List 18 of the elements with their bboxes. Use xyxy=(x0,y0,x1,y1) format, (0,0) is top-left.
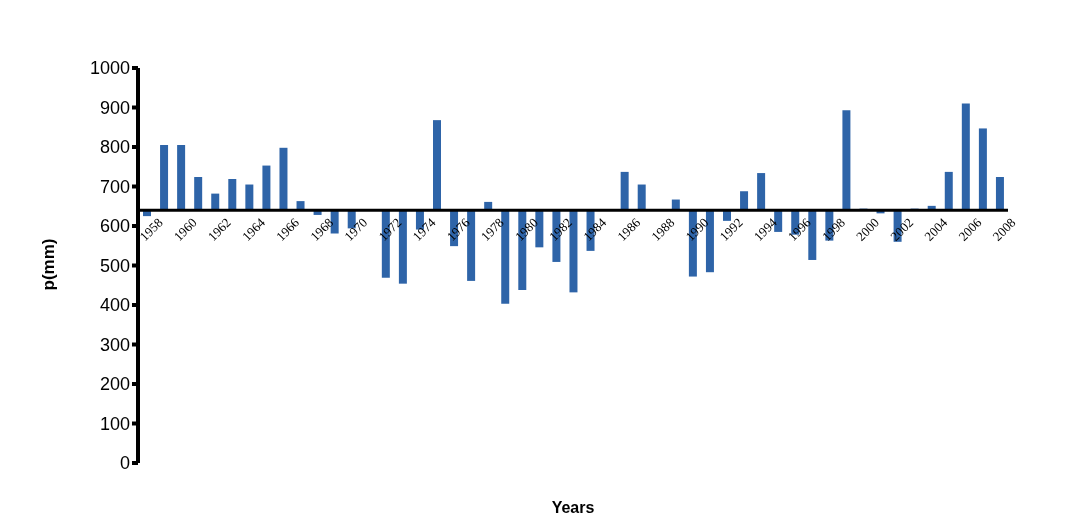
x-tick-label: 1978 xyxy=(477,214,507,244)
x-tick-label: 1980 xyxy=(511,214,541,244)
y-tick-label: 0 xyxy=(119,453,130,474)
y-axis-title: p(mm) xyxy=(39,238,59,291)
y-tick-label: 700 xyxy=(99,176,130,197)
x-tick-label: 1970 xyxy=(341,214,371,244)
x-tick-label: 1958 xyxy=(136,214,166,244)
y-tick-label: 900 xyxy=(99,97,130,118)
y-tick-label: 1000 xyxy=(89,58,130,79)
x-axis-title: Years xyxy=(551,499,595,516)
y-tick-label: 300 xyxy=(99,334,130,355)
y-tick-label: 400 xyxy=(99,295,130,316)
y-tick-label: 600 xyxy=(99,216,130,237)
y-tick-label: 500 xyxy=(99,255,130,276)
y-tick-label: 200 xyxy=(99,374,130,395)
y-tick-label: 800 xyxy=(99,137,130,158)
x-tick-label: 2000 xyxy=(853,214,883,244)
y-tick-label: 100 xyxy=(99,413,130,434)
